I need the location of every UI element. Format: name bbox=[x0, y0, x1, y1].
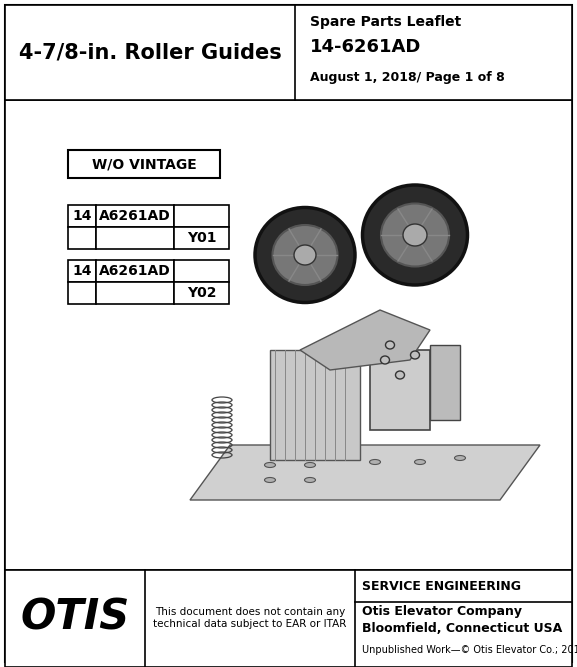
Text: A6261AD: A6261AD bbox=[99, 209, 171, 223]
Ellipse shape bbox=[305, 478, 316, 482]
Text: 14: 14 bbox=[72, 264, 92, 278]
Ellipse shape bbox=[272, 225, 338, 285]
Bar bbox=[96, 260, 174, 282]
Text: Otis Elevator Company: Otis Elevator Company bbox=[362, 606, 522, 618]
Ellipse shape bbox=[385, 341, 395, 349]
Bar bbox=[68, 205, 96, 227]
Polygon shape bbox=[300, 310, 430, 370]
Bar bbox=[174, 260, 229, 282]
Bar bbox=[174, 282, 229, 304]
Bar bbox=[5, 570, 572, 667]
Bar bbox=[96, 282, 174, 304]
Text: August 1, 2018/ Page 1 of 8: August 1, 2018/ Page 1 of 8 bbox=[310, 71, 505, 85]
Bar bbox=[68, 150, 220, 178]
Ellipse shape bbox=[455, 456, 466, 460]
Ellipse shape bbox=[362, 185, 467, 285]
Text: W/O VINTAGE: W/O VINTAGE bbox=[92, 157, 196, 171]
Bar bbox=[96, 205, 174, 227]
Bar bbox=[174, 227, 229, 249]
Bar bbox=[5, 100, 572, 570]
Bar bbox=[68, 227, 96, 249]
Bar bbox=[96, 227, 174, 249]
Bar bbox=[5, 5, 572, 100]
Text: Unpublished Work—© Otis Elevator Co.; 2018: Unpublished Work—© Otis Elevator Co.; 20… bbox=[362, 645, 577, 655]
Ellipse shape bbox=[294, 245, 316, 265]
Ellipse shape bbox=[395, 371, 404, 379]
Ellipse shape bbox=[403, 224, 427, 246]
Text: Bloomfield, Connecticut USA: Bloomfield, Connecticut USA bbox=[362, 622, 562, 634]
Text: A6261AD: A6261AD bbox=[99, 264, 171, 278]
Bar bbox=[370, 350, 430, 430]
Text: 4-7/8-in. Roller Guides: 4-7/8-in. Roller Guides bbox=[18, 42, 282, 62]
Ellipse shape bbox=[264, 462, 275, 468]
Bar bbox=[270, 350, 360, 460]
Ellipse shape bbox=[305, 462, 316, 468]
Ellipse shape bbox=[414, 460, 425, 464]
Ellipse shape bbox=[381, 203, 449, 267]
Text: Spare Parts Leaflet: Spare Parts Leaflet bbox=[310, 15, 461, 29]
Ellipse shape bbox=[255, 207, 355, 303]
Ellipse shape bbox=[369, 460, 380, 464]
Ellipse shape bbox=[410, 351, 419, 359]
Text: SERVICE ENGINEERING: SERVICE ENGINEERING bbox=[362, 580, 521, 592]
Text: OTIS: OTIS bbox=[20, 597, 130, 639]
Bar bbox=[68, 282, 96, 304]
Bar bbox=[430, 345, 460, 420]
Ellipse shape bbox=[264, 478, 275, 482]
Text: Y01: Y01 bbox=[187, 231, 216, 245]
Text: This document does not contain any
technical data subject to EAR or ITAR: This document does not contain any techn… bbox=[153, 607, 347, 629]
Bar bbox=[68, 260, 96, 282]
Polygon shape bbox=[190, 445, 540, 500]
Text: Y02: Y02 bbox=[187, 286, 216, 300]
Text: 14: 14 bbox=[72, 209, 92, 223]
Ellipse shape bbox=[380, 356, 389, 364]
Text: 14-6261AD: 14-6261AD bbox=[310, 38, 421, 56]
Bar bbox=[174, 205, 229, 227]
